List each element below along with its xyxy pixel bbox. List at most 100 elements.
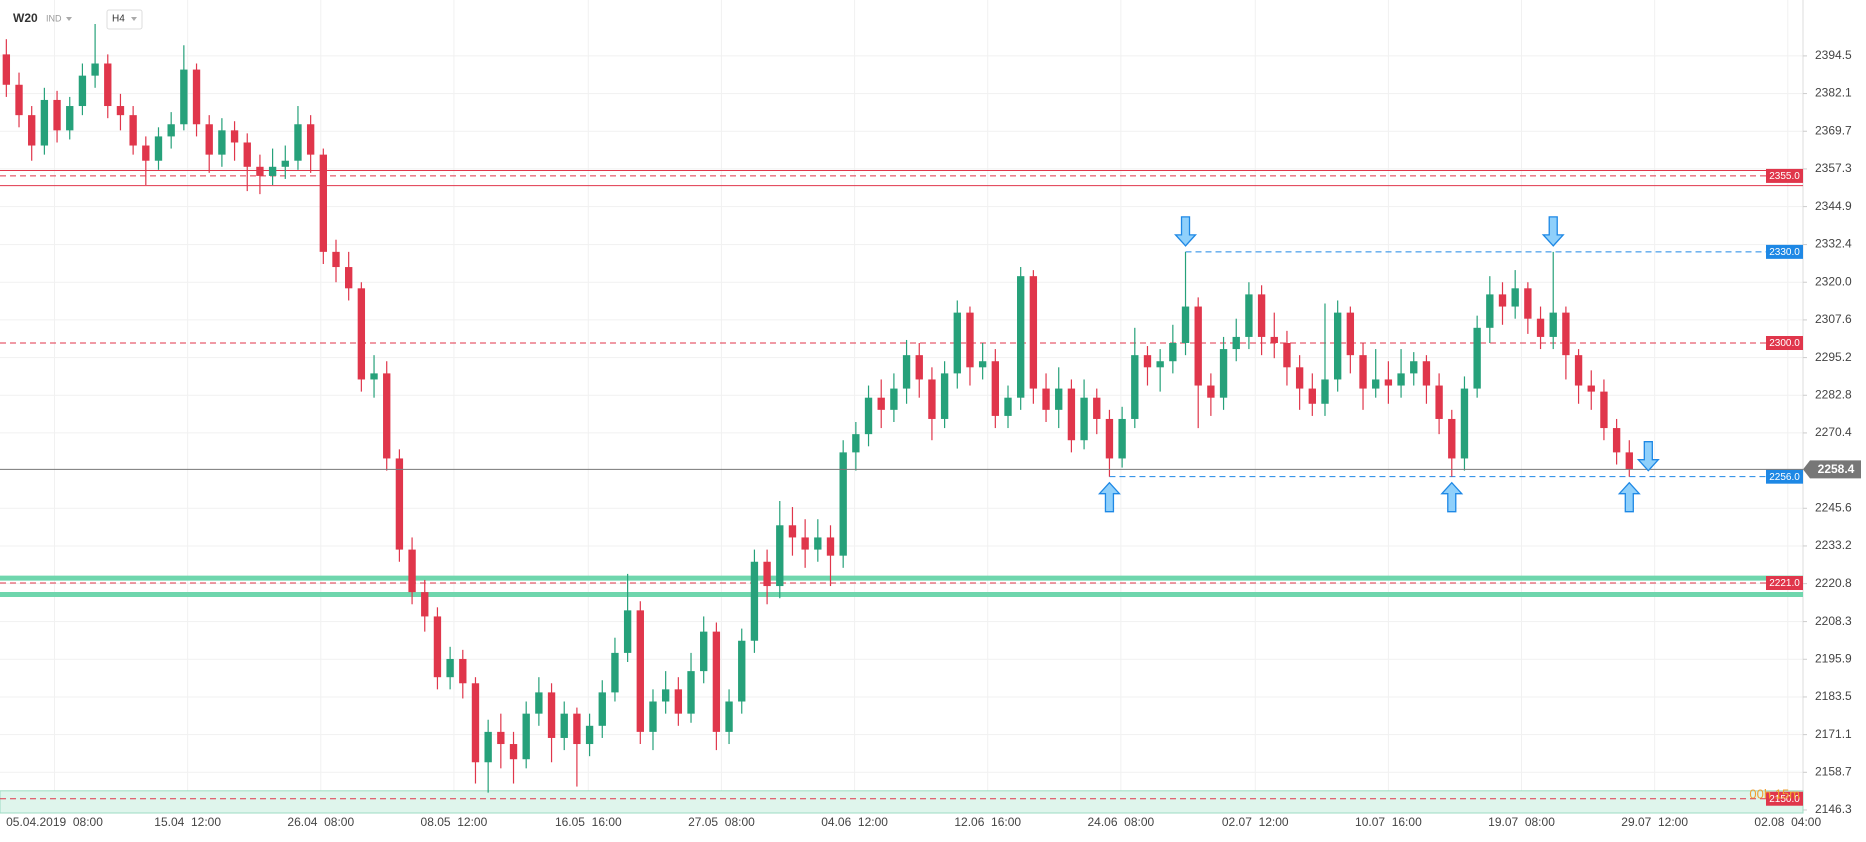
candle-body	[547, 692, 556, 738]
candle-body	[1207, 385, 1215, 398]
candle-body	[1118, 418, 1126, 459]
candle-body	[319, 154, 327, 252]
candle-body	[345, 267, 353, 289]
y-tick-label: 2320.0	[1815, 274, 1852, 288]
signal-arrow-down	[1174, 216, 1197, 247]
candle-body	[535, 692, 543, 714]
candle-body	[966, 312, 974, 368]
candle-body	[687, 671, 695, 714]
candle-body	[180, 69, 188, 125]
candle-body	[281, 160, 289, 167]
price-label: 2256.0	[1769, 472, 1800, 483]
symbol[interactable]: W20	[13, 11, 38, 25]
x-tick-label: 08.05 12:00	[421, 815, 488, 829]
candle-body	[1257, 294, 1266, 337]
candle-body	[522, 713, 530, 760]
x-tick-label: 19.07 08:00	[1488, 815, 1555, 829]
candle-body	[66, 106, 74, 131]
x-tick-label: 02.07 12:00	[1222, 815, 1289, 829]
candle-body	[53, 99, 61, 131]
dropdown-icon[interactable]	[131, 17, 137, 21]
candle-body	[1524, 288, 1532, 319]
candle-body	[205, 124, 213, 155]
candle-body	[1042, 388, 1050, 410]
candle-body	[1384, 379, 1393, 386]
price-label: 2330.0	[1769, 247, 1800, 258]
candle-body	[1169, 343, 1177, 362]
candle-body	[332, 251, 340, 268]
candle-body	[28, 115, 36, 146]
candle-body	[1270, 336, 1278, 344]
y-tick-label: 2394.5	[1815, 48, 1852, 62]
candle-body	[776, 525, 784, 587]
candle-body	[700, 631, 708, 672]
candle-body	[649, 701, 657, 732]
candle-body	[890, 388, 898, 410]
y-tick-label: 2146.3	[1815, 802, 1852, 816]
candle-body	[801, 537, 809, 550]
y-tick-label: 2183.5	[1815, 689, 1852, 703]
x-tick-label: 24.06 08:00	[1087, 815, 1154, 829]
candle-body	[129, 115, 137, 146]
candle-body	[826, 537, 835, 556]
candle-body	[1435, 385, 1443, 419]
candle-body	[497, 731, 505, 745]
candle-body	[788, 525, 797, 538]
candle-body	[1549, 312, 1557, 337]
price-label-box	[1766, 244, 1803, 259]
candle-body	[91, 63, 99, 76]
price-label-box	[1766, 336, 1803, 351]
candle-body	[1612, 428, 1621, 453]
y-tick-label: 2307.6	[1815, 312, 1852, 326]
candle-body	[1625, 452, 1633, 470]
candle-body	[433, 616, 442, 678]
candle-body	[1498, 294, 1507, 307]
candle-body	[763, 561, 771, 587]
price-label-box	[1766, 791, 1803, 806]
candle-body	[40, 99, 49, 146]
y-tick-label: 2357.3	[1815, 161, 1852, 175]
candle-body	[1359, 355, 1367, 389]
candle-body	[598, 692, 606, 726]
support-band	[0, 790, 1804, 814]
signal-arrow-down	[1541, 216, 1565, 247]
y-tick-label: 2233.2	[1815, 538, 1852, 552]
candle-timer: 00h 15m	[1749, 786, 1800, 801]
candle-body	[167, 124, 175, 137]
price-label-box	[1766, 168, 1803, 183]
candle-body	[408, 549, 416, 593]
y-tick-label: 2295.2	[1815, 350, 1852, 364]
candle-body	[1587, 385, 1595, 392]
y-tick-label: 2270.4	[1815, 425, 1852, 439]
candle-body	[1574, 355, 1583, 386]
candle-body	[1333, 312, 1342, 380]
y-tick-label: 2158.7	[1815, 764, 1852, 778]
candle-body	[1219, 349, 1228, 398]
candle-body	[459, 658, 467, 684]
candle-body	[1486, 294, 1494, 328]
candle-body	[484, 731, 492, 763]
x-tick-label: 15.04 12:00	[154, 815, 221, 829]
timeframe[interactable]: H4	[112, 14, 125, 25]
x-tick-label: 16.05 16:00	[555, 815, 622, 829]
candle-body	[1080, 397, 1088, 441]
candle-body	[1473, 327, 1481, 389]
timeframe-box[interactable]	[106, 9, 143, 30]
dropdown-icon[interactable]	[66, 17, 72, 21]
candle-body	[750, 561, 759, 641]
candle-body	[268, 166, 277, 176]
price-label: 2221.0	[1769, 578, 1800, 589]
candle-body	[383, 373, 391, 459]
candle-body	[1029, 276, 1038, 389]
price-label: 2150.0	[1769, 794, 1800, 805]
candle-body	[738, 640, 746, 702]
market[interactable]: IND	[46, 13, 62, 23]
candle-body	[712, 631, 721, 732]
candle-body	[1308, 388, 1316, 404]
candle-body	[915, 355, 923, 380]
x-tick-label: 12.06 16:00	[954, 815, 1021, 829]
candle-body	[1410, 361, 1418, 374]
candle-body	[1460, 388, 1469, 459]
price-label: 2355.0	[1769, 171, 1800, 182]
candle-body	[953, 312, 961, 374]
